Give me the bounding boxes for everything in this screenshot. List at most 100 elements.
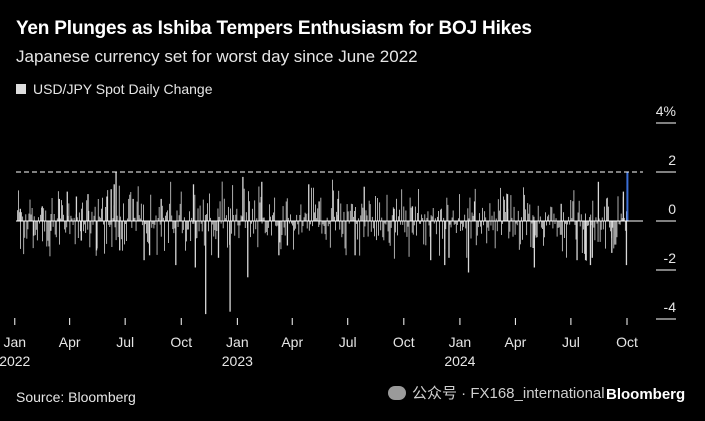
bar [111, 221, 113, 247]
bar [577, 212, 579, 221]
bar [140, 203, 142, 221]
bar [621, 218, 623, 221]
bar [565, 221, 566, 224]
bar [611, 221, 613, 253]
bar [376, 221, 377, 241]
bar [560, 221, 562, 235]
bar [204, 215, 206, 221]
bar [51, 198, 53, 221]
bar [106, 196, 108, 221]
bar [53, 214, 55, 221]
bar [63, 214, 64, 221]
bar [584, 221, 585, 254]
bar [624, 221, 626, 231]
bar [110, 221, 112, 225]
bar [80, 221, 81, 232]
bar [590, 214, 592, 221]
bar [311, 187, 312, 221]
bar [620, 213, 622, 221]
bar [171, 215, 173, 221]
bar [136, 201, 138, 221]
bar [134, 217, 136, 221]
bar [194, 221, 196, 268]
bar [512, 221, 514, 237]
x-tick-label: Apr [59, 334, 81, 350]
bar [78, 212, 80, 221]
bar [574, 221, 576, 225]
bar [500, 187, 501, 221]
bar [55, 221, 57, 238]
bar [366, 215, 368, 221]
bar [589, 217, 591, 221]
bar [357, 221, 358, 240]
bar [49, 221, 51, 257]
bar [382, 221, 384, 238]
bar [40, 214, 41, 221]
bar [143, 204, 144, 221]
bar [326, 217, 328, 221]
bar [605, 221, 606, 249]
bar [437, 216, 438, 221]
bar [594, 221, 596, 241]
bar [308, 221, 310, 231]
bar [243, 188, 245, 221]
bar [251, 221, 252, 224]
bar [158, 207, 160, 221]
bar [38, 217, 39, 221]
bar [125, 221, 126, 224]
bar [139, 218, 141, 221]
x-tick-label: Jul [562, 334, 580, 350]
bar [316, 218, 318, 221]
bar [521, 217, 522, 221]
bar [456, 221, 458, 225]
bar [423, 221, 425, 245]
bar [587, 221, 588, 226]
bar [395, 221, 396, 233]
bar [438, 211, 439, 221]
bar [393, 208, 395, 222]
bar [232, 185, 234, 221]
bar [293, 221, 294, 250]
bar [287, 217, 289, 221]
bar [420, 221, 421, 224]
bar [501, 221, 502, 235]
bar [503, 196, 504, 221]
bar [73, 217, 75, 221]
bar [273, 212, 274, 221]
bar [492, 221, 494, 231]
bar [221, 181, 223, 221]
bar [167, 210, 168, 221]
bar [272, 215, 273, 221]
bar [567, 221, 568, 225]
bar [530, 221, 532, 248]
bar [487, 221, 489, 228]
bar [506, 194, 509, 222]
bar [206, 214, 207, 221]
bar [625, 221, 628, 266]
bar [369, 204, 371, 221]
bar [247, 221, 249, 278]
bar [305, 213, 307, 221]
bar [188, 221, 189, 230]
bar [402, 221, 404, 225]
x-tick-label: Oct [393, 334, 415, 350]
bar [187, 221, 188, 230]
bar [263, 217, 265, 221]
bar [233, 215, 235, 221]
bar [589, 221, 592, 266]
bar [82, 202, 83, 221]
bar [323, 221, 325, 226]
bar [154, 221, 156, 225]
bar [182, 221, 184, 230]
bar [70, 215, 72, 221]
bar [106, 221, 108, 244]
bar [27, 221, 29, 230]
y-tick-label: 2 [668, 152, 676, 168]
bar [586, 221, 587, 261]
bar [98, 216, 100, 221]
bar [116, 215, 118, 221]
bar [553, 213, 555, 221]
y-tick-label: 4% [656, 103, 676, 119]
bar [175, 221, 177, 266]
bar [231, 221, 232, 234]
